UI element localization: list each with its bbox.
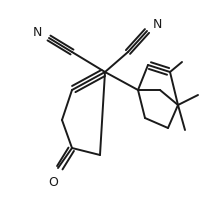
- Text: O: O: [48, 176, 58, 189]
- Text: N: N: [33, 26, 42, 40]
- Text: N: N: [153, 18, 162, 32]
